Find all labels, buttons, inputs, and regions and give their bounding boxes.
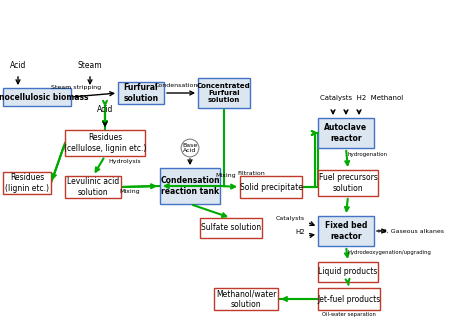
Bar	[3, 88, 71, 106]
Bar	[198, 78, 250, 108]
Text: Condensation: Condensation	[155, 83, 198, 88]
Text: H2: H2	[295, 229, 305, 235]
Text: Acid: Acid	[10, 61, 26, 70]
Bar	[318, 170, 378, 196]
Text: Lignocellulosic biomass: Lignocellulosic biomass	[0, 92, 88, 101]
Text: Steam stripping: Steam stripping	[51, 85, 101, 90]
Text: Filtration: Filtration	[237, 171, 265, 176]
Bar	[65, 176, 121, 198]
Bar	[318, 216, 374, 246]
Bar	[318, 118, 374, 148]
Text: H2, Gaseous alkanes: H2, Gaseous alkanes	[378, 229, 444, 234]
Text: Jet-fuel products: Jet-fuel products	[318, 295, 381, 303]
Bar	[118, 82, 164, 104]
Bar	[160, 168, 220, 204]
Text: Residues
(lignin etc.): Residues (lignin etc.)	[5, 173, 49, 193]
Text: Base
Acid: Base Acid	[182, 143, 198, 154]
Text: Catalysts: Catalysts	[276, 216, 305, 221]
Text: Fuel precursors
solution: Fuel precursors solution	[319, 173, 377, 193]
Bar	[65, 130, 145, 156]
Bar	[240, 176, 302, 198]
Text: Hydrodeoxygenation/upgrading: Hydrodeoxygenation/upgrading	[348, 250, 432, 255]
Text: Hydrolysis: Hydrolysis	[108, 159, 141, 164]
Text: Mixing: Mixing	[120, 189, 140, 194]
Bar	[318, 288, 380, 310]
Text: Residues
(cellulose, lignin etc.): Residues (cellulose, lignin etc.)	[64, 133, 146, 153]
Bar	[214, 288, 278, 310]
Text: Oil-water separation: Oil-water separation	[322, 312, 376, 317]
Text: Acid: Acid	[97, 105, 113, 114]
Bar	[200, 218, 262, 238]
Text: Concentrated
Furfural
solution: Concentrated Furfural solution	[197, 83, 251, 103]
Text: Fixed bed
reactor: Fixed bed reactor	[325, 221, 367, 241]
Text: Steam: Steam	[78, 61, 102, 70]
Text: Catalysts  H2  Methanol: Catalysts H2 Methanol	[320, 95, 403, 101]
Text: Furfural
solution: Furfural solution	[123, 83, 159, 103]
Text: Condensation
reaction tank: Condensation reaction tank	[160, 176, 220, 196]
Text: Sulfate solution: Sulfate solution	[201, 223, 261, 233]
Bar	[3, 172, 51, 194]
Text: Methanol/water
solution: Methanol/water solution	[216, 289, 276, 309]
Text: Liquid products: Liquid products	[319, 268, 378, 277]
Text: Levulinic acid
solution: Levulinic acid solution	[67, 177, 119, 197]
Text: Mixing: Mixing	[215, 173, 236, 178]
Text: Solid precipitate: Solid precipitate	[239, 182, 302, 192]
Bar	[318, 262, 378, 282]
Text: Autoclave
reactor: Autoclave reactor	[324, 123, 367, 143]
Text: hydrogenation: hydrogenation	[348, 152, 388, 157]
